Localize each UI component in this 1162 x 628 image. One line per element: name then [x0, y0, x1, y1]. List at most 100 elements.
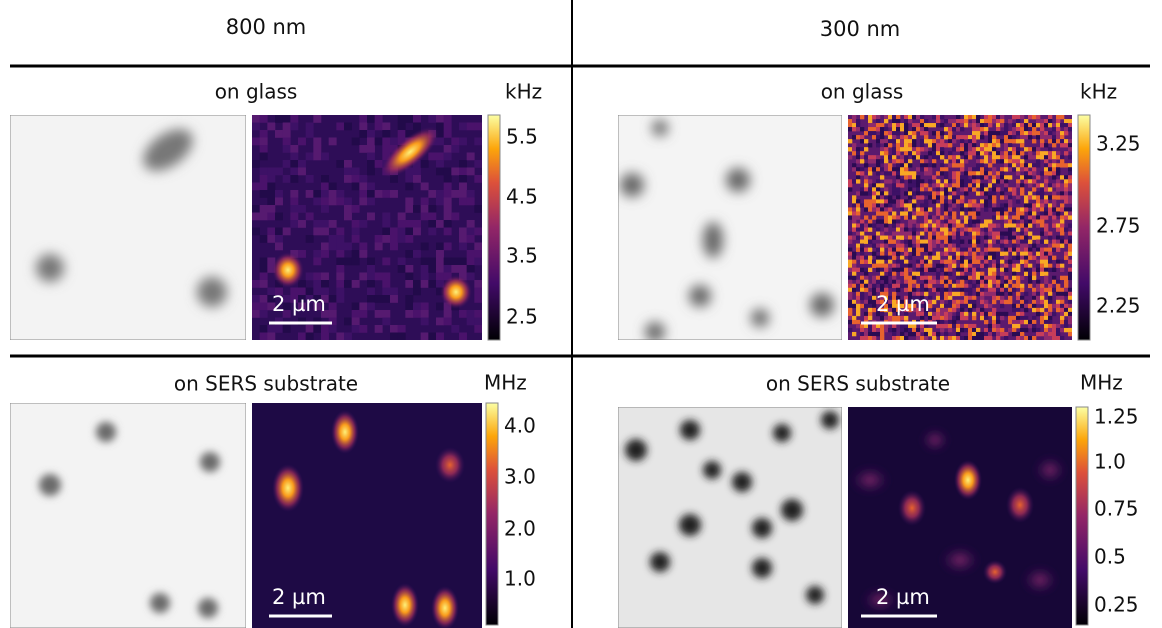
heatmap-pixel: [1068, 243, 1072, 248]
heatmap-pixel: [940, 311, 945, 317]
heatmap-pixel: [336, 190, 345, 198]
heatmap-pixel: [996, 215, 1001, 220]
heatmap-pixel: [976, 179, 981, 184]
heatmap-pixel: [996, 263, 1001, 268]
heatmap-pixel: [1044, 279, 1049, 285]
heatmap-pixel: [1056, 151, 1061, 156]
heatmap-pixel: [459, 197, 467, 206]
heatmap-pixel: [972, 127, 977, 132]
heatmap-pixel: [964, 175, 969, 180]
heatmap-pixel: [1028, 335, 1033, 340]
heatmap-pixel: [892, 191, 897, 196]
heatmap-pixel: [992, 171, 997, 176]
heatmap-pixel: [1044, 215, 1049, 220]
heatmap-pixel: [1044, 179, 1049, 184]
heatmap-pixel: [896, 123, 901, 128]
heatmap-pixel: [848, 291, 853, 297]
heatmap-pixel: [1040, 295, 1045, 301]
heatmap-pixel: [904, 279, 909, 285]
heatmap-pixel: [252, 302, 260, 311]
heatmap-pixel: [892, 223, 897, 228]
heatmap-pixel: [972, 335, 977, 340]
heatmap-pixel: [1000, 195, 1005, 200]
heatmap-pixel: [880, 323, 885, 329]
heatmap-pixel: [868, 191, 873, 196]
heatmap-pixel: [992, 231, 997, 236]
colorbar-tick-label: 4.0: [504, 414, 536, 438]
heatmap-pixel: [290, 175, 299, 183]
heatmap-pixel: [916, 247, 921, 252]
heatmap-pixel: [1056, 335, 1061, 340]
heatmap-pixel: [928, 259, 933, 264]
heatmap-pixel: [892, 215, 897, 220]
heatmap-pixel: [428, 220, 437, 228]
heatmap-pixel: [1064, 307, 1069, 313]
heatmap-pixel: [397, 115, 406, 123]
heatmap-pixel: [988, 119, 993, 124]
heatmap-pixel: [848, 239, 853, 244]
heatmap-pixel: [920, 167, 925, 172]
heatmap-pixel: [960, 311, 965, 317]
heatmap-pixel: [436, 130, 444, 138]
heatmap-pixel: [948, 323, 953, 329]
heatmap-pixel: [920, 315, 925, 321]
heatmap-pixel: [351, 235, 360, 243]
heatmap-pixel: [405, 197, 414, 206]
heatmap-pixel: [872, 323, 877, 329]
heatmap-pixel: [1036, 183, 1041, 188]
heatmap-pixel: [932, 279, 937, 285]
heatmap-pixel: [868, 203, 873, 208]
heatmap-pixel: [880, 139, 885, 144]
heatmap-pixel: [1040, 135, 1045, 140]
heatmap-pixel: [892, 251, 897, 256]
heatmap-pixel: [328, 190, 337, 198]
heatmap-pixel: [904, 335, 909, 340]
heatmap-pixel: [968, 139, 973, 144]
heatmap-pixel: [1000, 191, 1005, 196]
heatmap-pixel: [980, 335, 985, 340]
heatmap-pixel: [367, 145, 375, 153]
heatmap-pixel: [956, 315, 961, 321]
heatmap-pixel: [988, 239, 993, 244]
heatmap-pixel: [952, 179, 957, 184]
heatmap-pixel: [956, 255, 961, 260]
heatmap-pixel: [924, 139, 929, 144]
heatmap-pixel: [1056, 163, 1061, 168]
heatmap-pixel: [852, 255, 857, 260]
heatmap-pixel: [374, 122, 383, 131]
heatmap-pixel: [860, 127, 865, 132]
heatmap-pixel: [996, 279, 1001, 285]
heatmap-pixel: [443, 257, 452, 266]
heatmap-pixel: [443, 227, 452, 236]
heatmap-pixel: [888, 195, 893, 200]
heatmap-pixel: [932, 143, 937, 148]
heatmap-pixel: [466, 317, 475, 326]
heatmap-pixel: [1000, 215, 1005, 220]
heatmap-pixel: [1036, 123, 1041, 128]
heatmap-pixel: [259, 325, 268, 333]
heatmap-pixel: [876, 187, 881, 192]
heatmap-pixel: [904, 311, 909, 317]
heatmap-pixel: [932, 307, 937, 313]
heatmap: [252, 115, 482, 340]
heatmap-pixel: [848, 311, 853, 317]
heatmap-pixel: [1052, 287, 1057, 293]
heatmap-pixel: [1064, 163, 1069, 168]
heatmap-pixel: [344, 167, 352, 176]
heatmap-pixel: [912, 179, 917, 184]
heatmap-pixel: [896, 167, 901, 172]
heatmap-pixel: [1064, 251, 1069, 256]
heatmap-pixel: [988, 199, 993, 204]
heatmap-pixel: [1000, 291, 1005, 297]
heatmap-pixel: [916, 335, 921, 340]
heatmap-pixel: [1024, 259, 1029, 264]
heatmap-pixel: [344, 160, 352, 168]
heatmap-pixel: [924, 135, 929, 140]
heatmap-pixel: [896, 235, 901, 240]
heatmap-pixel: [374, 272, 383, 281]
heatmap-pixel: [884, 139, 889, 144]
heatmap-pixel: [860, 231, 865, 236]
heatmap-pixel: [1012, 331, 1017, 337]
heatmap-pixel: [952, 239, 957, 244]
heatmap-pixel: [988, 171, 993, 176]
